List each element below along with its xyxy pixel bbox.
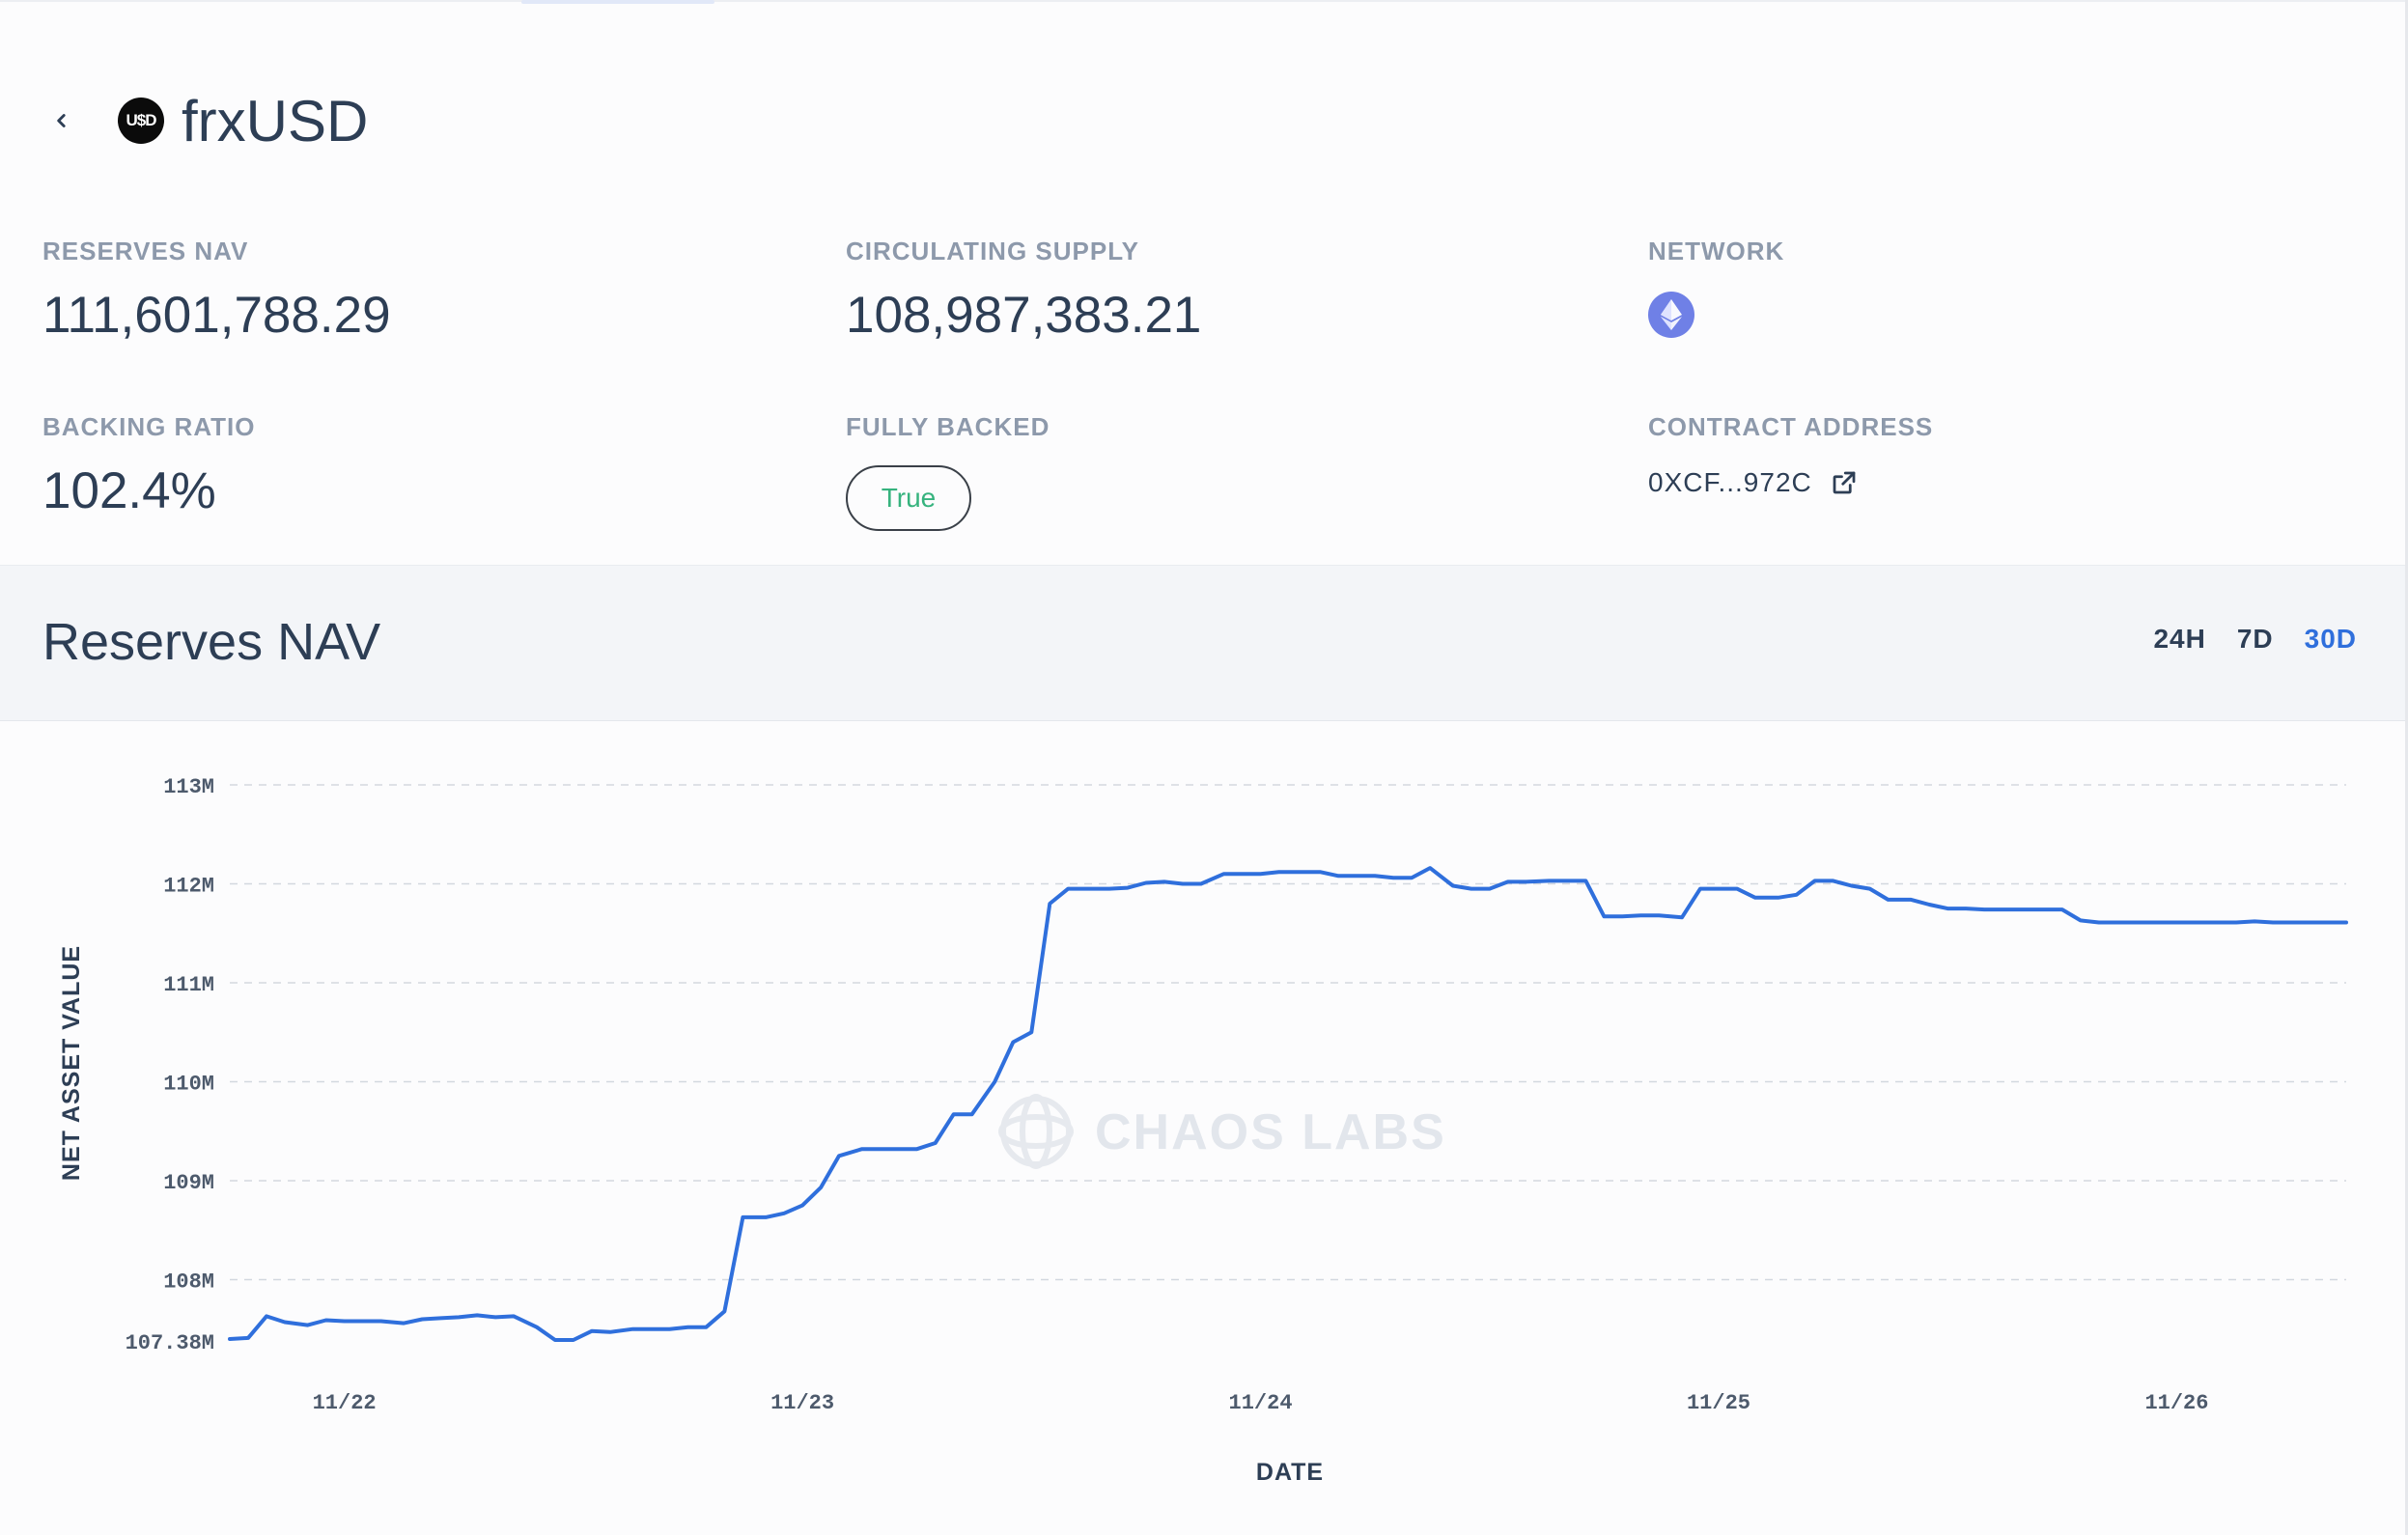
y-tick-label: 111M — [163, 973, 214, 997]
range-30d[interactable]: 30D — [2304, 624, 2357, 654]
stat-value: 102.4% — [42, 462, 216, 519]
stat-label: CONTRACT ADDRESS — [1648, 412, 1934, 441]
chaos-labs-logo-icon — [998, 1094, 1074, 1169]
page-header: U$D frxUSD — [42, 77, 368, 164]
stat-backing-ratio: BACKING RATIO 102.4% — [42, 412, 256, 520]
back-button[interactable] — [42, 101, 81, 140]
y-tick-label: 112M — [163, 874, 214, 898]
range-selector: 24H 7D 30D — [2153, 624, 2357, 655]
y-tick-label: 113M — [163, 775, 214, 799]
y-axis-label: NET ASSET VALUE — [58, 945, 85, 1181]
y-tick-label: 109M — [163, 1171, 214, 1195]
stat-label: FULLY BACKED — [846, 412, 1050, 441]
nav-series-line — [228, 866, 2348, 1342]
stat-contract-address: CONTRACT ADDRESS 0XCF...972C — [1648, 412, 1933, 498]
stat-label: NETWORK — [1648, 237, 1785, 265]
external-link-icon[interactable] — [1830, 468, 1859, 497]
x-tick-label: 11/25 — [1687, 1391, 1750, 1415]
stat-fully-backed: FULLY BACKED True — [846, 412, 1050, 531]
y-tick-label: 107.38M — [126, 1331, 214, 1355]
stat-value: 111,601,788.29 — [42, 287, 391, 344]
contract-address: 0XCF...972C — [1648, 467, 1933, 498]
contract-address-text: 0XCF...972C — [1648, 467, 1812, 497]
reserves-nav-chart: CHAOS LABS 113M 112M 111M 110M 109M 108M 107.3… — [0, 720, 2405, 1535]
top-divider — [0, 0, 2408, 2]
watermark: CHAOS LABS — [998, 1094, 1446, 1169]
stat-value: 108,987,383.21 — [846, 287, 1202, 344]
page-title: frxUSD — [182, 88, 369, 154]
range-24h[interactable]: 24H — [2153, 624, 2206, 654]
chart-section-header: Reserves NAV 24H 7D 30D — [0, 565, 2405, 721]
x-tick-label: 11/22 — [313, 1391, 377, 1415]
ethereum-icon — [1648, 292, 1694, 338]
stat-label: RESERVES NAV — [42, 237, 249, 265]
stat-network: NETWORK — [1648, 237, 1784, 338]
fully-backed-badge: True — [846, 465, 971, 531]
top-accent-bar — [521, 0, 714, 4]
token-logo: U$D — [118, 98, 164, 144]
chevron-left-icon — [57, 114, 66, 127]
x-tick-label: 11/26 — [2144, 1391, 2208, 1415]
section-title: Reserves NAV — [42, 613, 381, 671]
y-tick-label: 108M — [163, 1270, 214, 1294]
x-tick-label: 11/23 — [770, 1391, 834, 1415]
chart-canvas: CHAOS LABS 113M 112M 111M 110M 109M 108M 107.3… — [58, 775, 2348, 1486]
x-axis-label: DATE — [1256, 1459, 1324, 1486]
stat-label: CIRCULATING SUPPLY — [846, 237, 1140, 265]
stat-reserves-nav: RESERVES NAV 111,601,788.29 — [42, 237, 391, 345]
range-7d[interactable]: 7D — [2236, 624, 2274, 654]
right-border — [2405, 0, 2408, 1535]
watermark-text: CHAOS LABS — [1095, 1104, 1446, 1160]
stat-circulating-supply: CIRCULATING SUPPLY 108,987,383.21 — [846, 237, 1201, 345]
x-tick-label: 11/24 — [1229, 1391, 1293, 1415]
y-tick-label: 110M — [163, 1072, 214, 1096]
stat-label: BACKING RATIO — [42, 412, 256, 441]
